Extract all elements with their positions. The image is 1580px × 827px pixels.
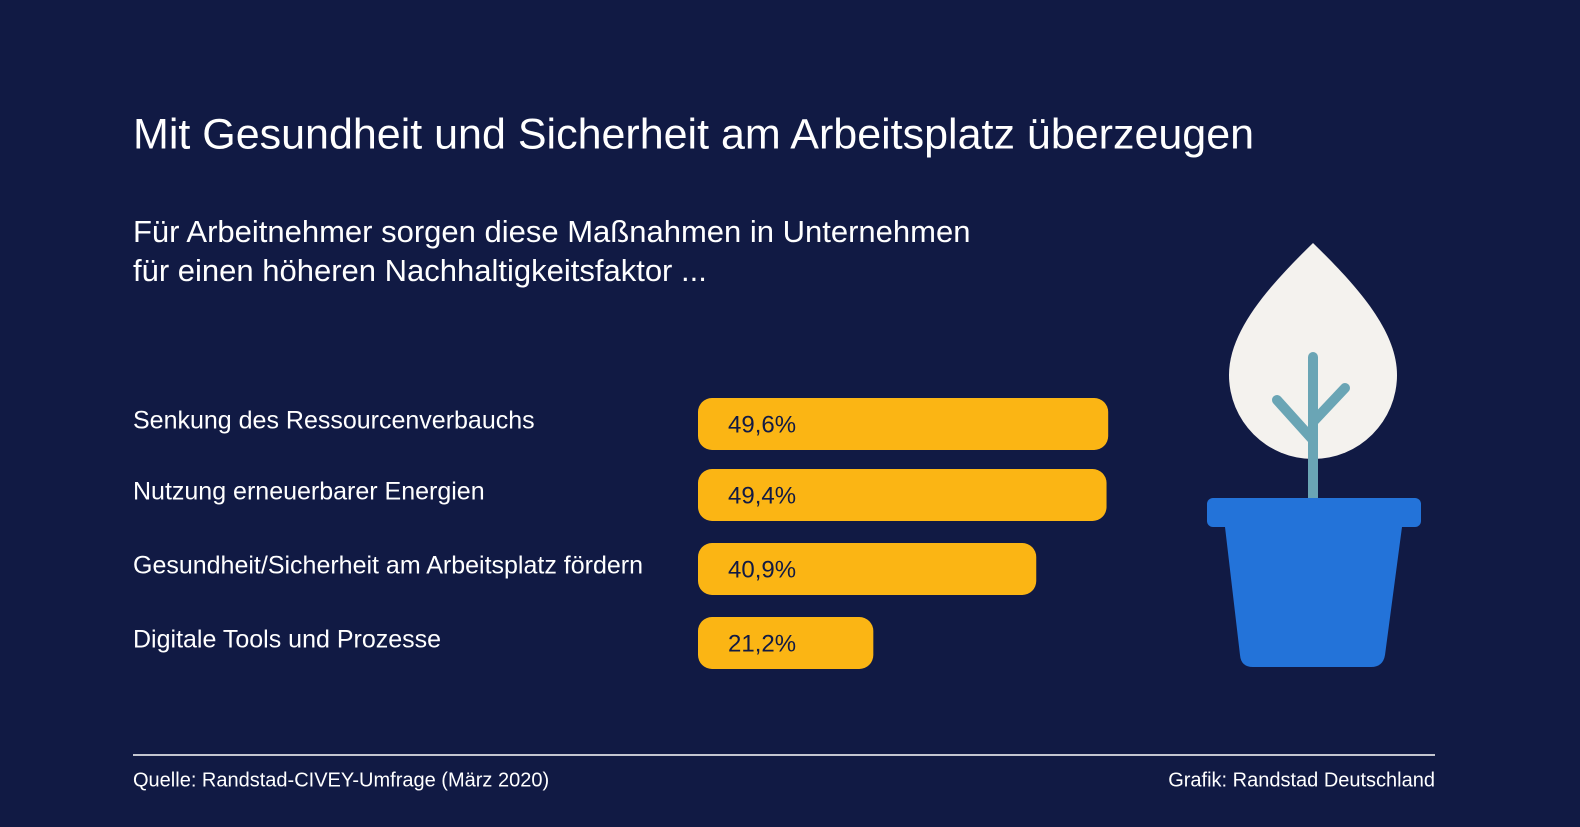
plant-illustration <box>1207 243 1421 667</box>
chart-title: Mit Gesundheit und Sicherheit am Arbeits… <box>133 110 1254 158</box>
subtitle: Für Arbeitnehmer sorgen diese Maßnahmen … <box>133 214 970 249</box>
subtitle: für einen höheren Nachhaltigkeitsfaktor … <box>133 253 707 288</box>
category-label: Senkung des Ressourcenverbauchs <box>133 407 535 435</box>
bar <box>698 617 874 669</box>
bar <box>698 469 1107 521</box>
value-label: 21,2% <box>728 630 796 657</box>
category-label: Nutzung erneuerbarer Energien <box>133 478 485 506</box>
value-label: 49,4% <box>728 482 796 509</box>
category-label: Gesundheit/Sicherheit am Arbeitsplatz fö… <box>133 552 643 580</box>
leaf <box>1229 243 1397 459</box>
category-label: Digitale Tools und Prozesse <box>133 626 441 654</box>
pot-rim <box>1207 498 1421 527</box>
pot <box>1225 527 1402 667</box>
credit: Grafik: Randstad Deutschland <box>1168 769 1435 791</box>
bar <box>698 398 1109 450</box>
value-label: 49,6% <box>728 411 796 438</box>
bar <box>698 543 1037 595</box>
stem <box>1272 352 1350 505</box>
value-label: 40,9% <box>728 556 796 583</box>
source: Quelle: Randstad-CIVEY-Umfrage (März 202… <box>133 769 549 791</box>
